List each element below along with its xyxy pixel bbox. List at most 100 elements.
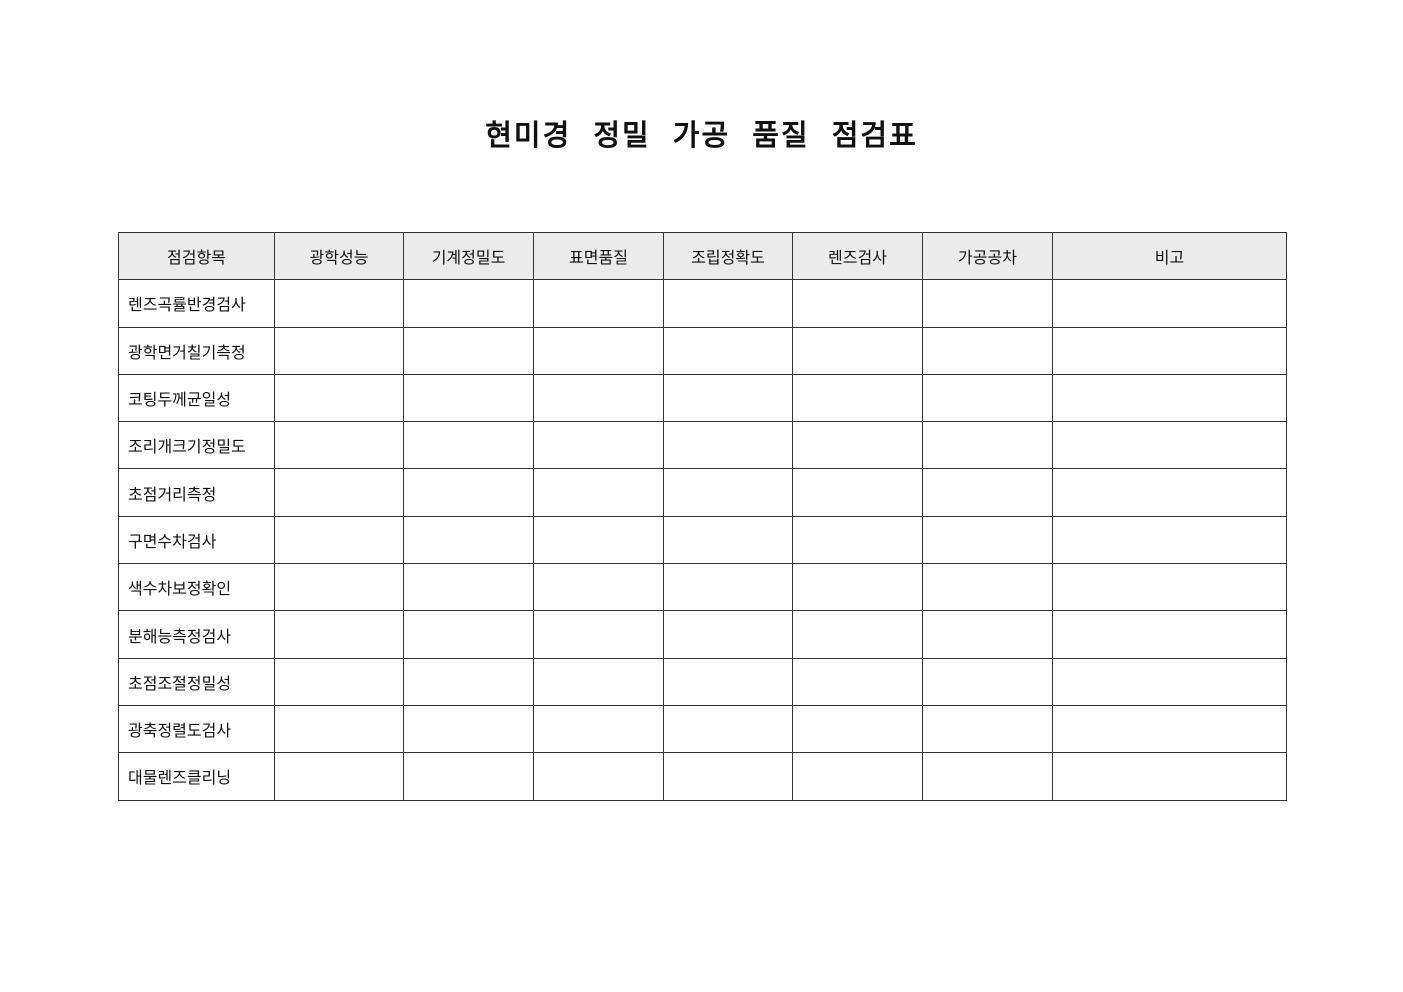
check-cell[interactable] (922, 515, 1053, 565)
check-cell[interactable] (533, 704, 664, 754)
check-cell[interactable] (1052, 563, 1287, 612)
row-label: 구면수차검사 (118, 515, 275, 565)
check-cell[interactable] (792, 704, 923, 754)
check-cell[interactable] (533, 752, 664, 801)
check-cell[interactable] (922, 468, 1053, 517)
check-cell[interactable] (792, 279, 923, 328)
column-header: 렌즈검사 (792, 231, 923, 281)
check-cell[interactable] (922, 610, 1053, 659)
check-cell[interactable] (403, 421, 534, 470)
check-cell[interactable] (663, 563, 793, 612)
check-cell[interactable] (663, 515, 793, 565)
check-cell[interactable] (792, 373, 923, 423)
check-cell[interactable] (403, 704, 534, 754)
check-cell[interactable] (1052, 468, 1287, 517)
column-header: 조립정확도 (663, 231, 793, 281)
check-cell[interactable] (922, 752, 1053, 801)
table-row: 코팅두께균일성 (118, 373, 1287, 423)
check-cell[interactable] (533, 279, 664, 328)
table-row: 광축정렬도검사 (118, 704, 1287, 754)
check-cell[interactable] (663, 610, 793, 659)
check-cell[interactable] (403, 515, 534, 565)
header-row: 점검항목 광학성능 기계정밀도 표면품질 조립정확도 렌즈검사 가공공차 비고 (118, 231, 1287, 281)
column-header: 비고 (1052, 231, 1287, 281)
check-cell[interactable] (274, 421, 404, 470)
row-label: 색수차보정확인 (118, 563, 275, 612)
check-cell[interactable] (403, 563, 534, 612)
table-row: 분해능측정검사 (118, 610, 1287, 659)
check-cell[interactable] (922, 326, 1053, 375)
check-cell[interactable] (274, 373, 404, 423)
check-cell[interactable] (403, 468, 534, 517)
check-cell[interactable] (663, 326, 793, 375)
check-cell[interactable] (792, 326, 923, 375)
check-cell[interactable] (274, 279, 404, 328)
row-label: 광축정렬도검사 (118, 704, 275, 754)
inspection-table: 점검항목 광학성능 기계정밀도 표면품질 조립정확도 렌즈검사 가공공차 비고 렌즈곡률반경검… (118, 231, 1287, 801)
check-cell[interactable] (792, 657, 923, 706)
column-header: 가공공차 (922, 231, 1053, 281)
check-cell[interactable] (792, 563, 923, 612)
row-label: 조리개크기정밀도 (118, 421, 275, 470)
check-cell[interactable] (663, 421, 793, 470)
check-cell[interactable] (663, 752, 793, 801)
check-cell[interactable] (533, 421, 664, 470)
table-row: 초점조절정밀성 (118, 657, 1287, 706)
column-header: 점검항목 (118, 231, 275, 281)
check-cell[interactable] (1052, 752, 1287, 801)
check-cell[interactable] (274, 468, 404, 517)
check-cell[interactable] (1052, 657, 1287, 706)
check-cell[interactable] (274, 610, 404, 659)
check-cell[interactable] (533, 515, 664, 565)
check-cell[interactable] (792, 515, 923, 565)
check-cell[interactable] (792, 468, 923, 517)
check-cell[interactable] (922, 373, 1053, 423)
check-cell[interactable] (274, 326, 404, 375)
check-cell[interactable] (1052, 421, 1287, 470)
check-cell[interactable] (403, 610, 534, 659)
check-cell[interactable] (533, 468, 664, 517)
check-cell[interactable] (274, 752, 404, 801)
check-cell[interactable] (274, 563, 404, 612)
column-header: 표면품질 (533, 231, 664, 281)
check-cell[interactable] (533, 657, 664, 706)
check-cell[interactable] (663, 704, 793, 754)
check-cell[interactable] (403, 279, 534, 328)
check-cell[interactable] (792, 752, 923, 801)
check-cell[interactable] (792, 610, 923, 659)
check-cell[interactable] (663, 657, 793, 706)
check-cell[interactable] (403, 657, 534, 706)
table-row: 조리개크기정밀도 (118, 421, 1287, 470)
check-cell[interactable] (533, 610, 664, 659)
check-cell[interactable] (922, 704, 1053, 754)
check-cell[interactable] (533, 326, 664, 375)
check-cell[interactable] (922, 657, 1053, 706)
check-cell[interactable] (922, 279, 1053, 328)
check-cell[interactable] (1052, 326, 1287, 375)
table-row: 색수차보정확인 (118, 563, 1287, 612)
row-label: 대물렌즈클리닝 (118, 752, 275, 801)
check-cell[interactable] (1052, 704, 1287, 754)
check-cell[interactable] (922, 421, 1053, 470)
check-cell[interactable] (663, 373, 793, 423)
check-cell[interactable] (403, 373, 534, 423)
check-cell[interactable] (1052, 373, 1287, 423)
check-cell[interactable] (403, 752, 534, 801)
check-cell[interactable] (403, 326, 534, 375)
check-cell[interactable] (1052, 515, 1287, 565)
table-row: 대물렌즈클리닝 (118, 752, 1287, 801)
table-row: 렌즈곡률반경검사 (118, 279, 1287, 328)
row-label: 분해능측정검사 (118, 610, 275, 659)
check-cell[interactable] (792, 421, 923, 470)
check-cell[interactable] (274, 657, 404, 706)
check-cell[interactable] (533, 563, 664, 612)
check-cell[interactable] (1052, 610, 1287, 659)
check-cell[interactable] (922, 563, 1053, 612)
check-cell[interactable] (533, 373, 664, 423)
check-cell[interactable] (274, 704, 404, 754)
row-label: 렌즈곡률반경검사 (118, 279, 275, 328)
check-cell[interactable] (663, 279, 793, 328)
check-cell[interactable] (1052, 279, 1287, 328)
check-cell[interactable] (274, 515, 404, 565)
check-cell[interactable] (663, 468, 793, 517)
